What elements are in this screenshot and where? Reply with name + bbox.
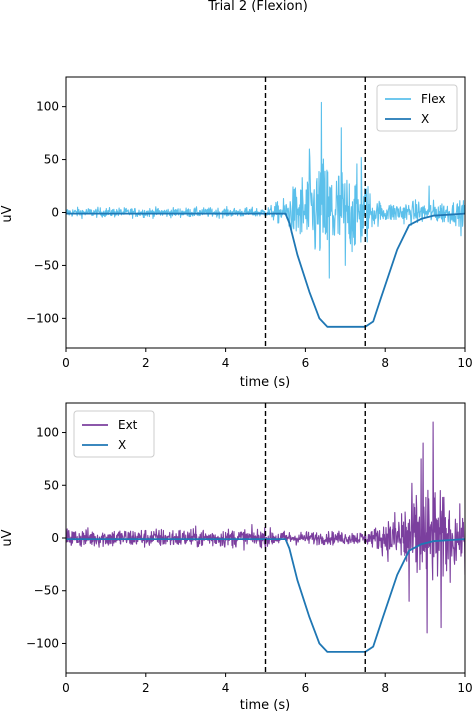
bottom-plot-xtick-label: 10: [457, 681, 472, 695]
top-plot-xlabel: time (s): [240, 375, 290, 390]
top-plot-event-markers: [264, 77, 366, 348]
top-plot-panel: 0 2 4 6 8 10 −100 −50 0 50 100 Flex X time (s) uV: [0, 76, 473, 390]
bottom-plot-xlabel: time (s): [240, 698, 290, 713]
bottom-plot-ytick-label: −100: [26, 636, 59, 650]
top-plot-xtick-label: 6: [302, 356, 310, 370]
top-plot-ytick-label: −100: [26, 311, 59, 325]
top-plot-legend-label-flex: Flex: [421, 92, 446, 106]
bottom-plot-xtick-label: 8: [381, 681, 389, 695]
top-plot-ylabel: uV: [0, 205, 15, 222]
top-plot-legend: Flex X: [376, 84, 458, 132]
top-plot-xtick-label: 8: [381, 356, 389, 370]
top-plot-xtick-label: 4: [222, 356, 230, 370]
top-plot-ytick-label: 50: [44, 153, 59, 167]
bottom-plot-axes: 0 2 4 6 8 10 −100 −50 0 50 100: [26, 402, 473, 695]
top-plot-axes: 0 2 4 6 8 10 −100 −50 0 50 100: [26, 76, 473, 370]
bottom-plot-legend-label-ext: Ext: [118, 418, 138, 432]
bottom-plot-xtick-label: 2: [142, 681, 150, 695]
bottom-plot-event-markers: [264, 403, 366, 673]
top-plot-xtick-label: 2: [142, 356, 150, 370]
bottom-plot-legend-box: [73, 410, 155, 458]
top-plot-ytick-label: −50: [34, 258, 59, 272]
bottom-plot-xtick-label: 4: [222, 681, 230, 695]
bottom-plot-legend-label-x: X: [118, 438, 126, 452]
top-plot-legend-label-x: X: [421, 112, 429, 126]
bottom-plot-ylabel: uV: [0, 529, 15, 546]
bottom-plot-ytick-label: −50: [34, 584, 59, 598]
bottom-plot-panel: 0 2 4 6 8 10 −100 −50 0 50 100 Ext X time (s) uV: [0, 402, 473, 713]
bottom-plot-xtick-label: 0: [62, 681, 70, 695]
top-plot-xtick-label: 0: [62, 356, 70, 370]
bottom-plot-ytick-label: 100: [36, 426, 59, 440]
bottom-plot-ytick-label: 50: [44, 478, 59, 492]
top-plot-xtick-label: 10: [457, 356, 472, 370]
bottom-plot-xtick-label: 6: [302, 681, 310, 695]
bottom-plot-legend: Ext X: [73, 410, 155, 458]
top-plot-ytick-label: 100: [36, 100, 59, 114]
figure-title: Trial 2 (Flexion): [207, 0, 308, 14]
top-plot-ytick-label: 0: [51, 206, 59, 220]
bottom-plot-ytick-label: 0: [51, 531, 59, 545]
